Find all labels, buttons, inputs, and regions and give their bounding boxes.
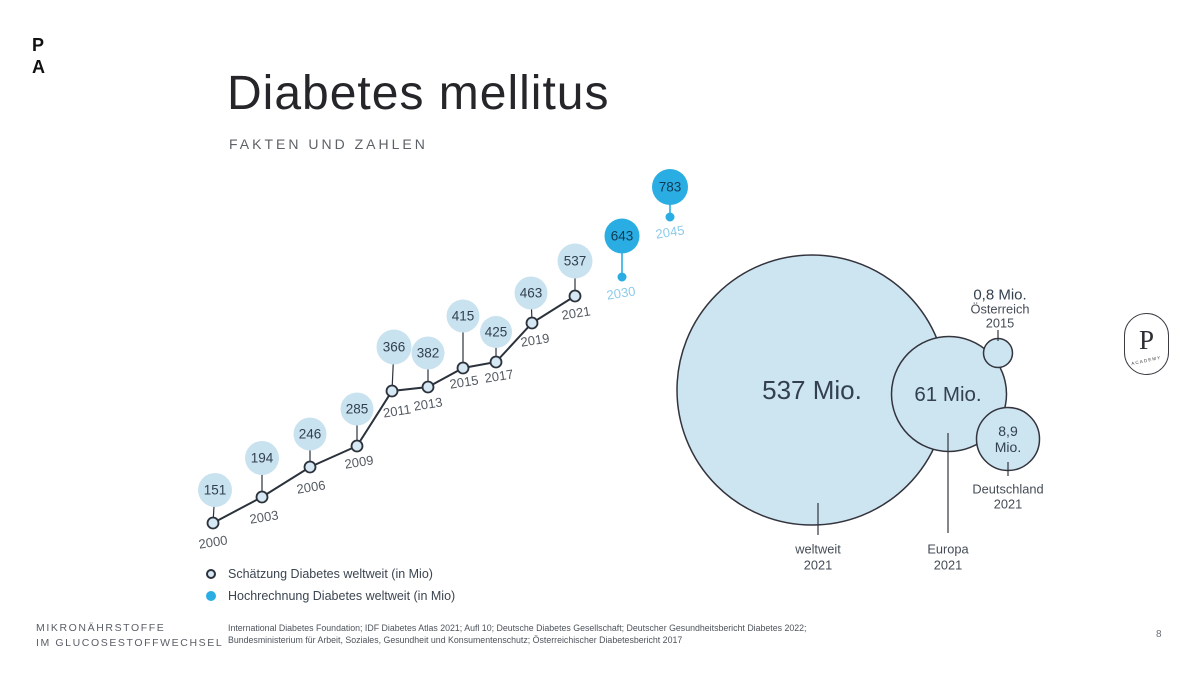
legend-row-projection: Hochrechnung Diabetes weltweit (in Mio) <box>206 589 455 603</box>
source-line2: Bundesministerium für Arbeit, Soziales, … <box>228 634 683 645</box>
pa-monogram-logo: P A <box>32 36 45 76</box>
footer-topic-line1: MIKRONÄHRSTOFFE <box>36 622 166 634</box>
timeline-proj-year-label-2045: 2045 <box>655 222 686 241</box>
timeline-year-label-2009: 2009 <box>344 452 375 471</box>
timeline-bubble-value-2009: 285 <box>346 402 369 417</box>
open-circle-marker-icon <box>206 569 216 579</box>
timeline-bubble-2003 <box>245 441 279 475</box>
timeline-bubble-2017 <box>480 316 512 348</box>
timeline-year-label-2017: 2017 <box>484 366 515 385</box>
timeline-proj-bubble-value-2045: 783 <box>659 180 682 195</box>
timeline-proj-year-label-2030: 2030 <box>606 283 637 302</box>
footer-topic: MIKRONÄHRSTOFFE IM GLUCOSESTOFFWECHSEL <box>36 621 223 651</box>
bubble-region-label-Deutschland: Deutschland <box>972 481 1043 496</box>
timeline-point-2009 <box>350 439 364 453</box>
timeline-bubble-value-2021: 537 <box>564 254 587 269</box>
timeline-bubble-2021 <box>557 243 593 279</box>
bubble-value-Österreich: 0,8 Mio. <box>973 286 1026 303</box>
timeline-bubble-value-2013: 382 <box>417 346 440 361</box>
timeline-bubble-value-2015: 415 <box>452 309 475 324</box>
timeline-year-label-2011: 2011 <box>382 401 412 420</box>
page-subtitle: FAKTEN UND ZAHLEN <box>229 136 428 152</box>
timeline-bubble-2015 <box>446 299 480 333</box>
page-number: 8 <box>1156 629 1162 640</box>
timeline-bubble-value-2019: 463 <box>520 286 543 301</box>
bubble-year-label-Europa: 2021 <box>934 557 962 572</box>
timeline-proj-bubble-value-2030: 643 <box>611 229 634 244</box>
timeline-point-2003 <box>255 490 269 504</box>
pa-monogram-line2: A <box>32 57 45 77</box>
timeline-bubble-2013 <box>411 336 445 370</box>
bubble-value-weltweit: 537 Mio. <box>762 375 862 405</box>
timeline-bubble-value-2000: 151 <box>204 483 227 498</box>
timeline-bubble-value-2011: 366 <box>383 340 406 355</box>
bubble-region-label-Österreich: Österreich <box>970 301 1029 316</box>
bubble-value-Deutschland-l1: 8,9 <box>998 423 1018 439</box>
bubble-value-Deutschland-l2: Mio. <box>995 439 1021 455</box>
timeline-legend: Schätzung Diabetes weltweit (in Mio) Hoc… <box>206 567 455 611</box>
timeline-point-2000 <box>206 516 220 530</box>
timeline-bubble-2011 <box>376 329 412 365</box>
source-citations: International Diabetes Foundation; IDF D… <box>228 623 807 646</box>
bubble-circle-Europa <box>890 335 1008 453</box>
timeline-connecting-line <box>212 295 576 524</box>
page-title: Diabetes mellitus <box>227 67 610 120</box>
timeline-point-2011 <box>385 384 399 398</box>
bubble-circle-Österreich <box>982 337 1014 369</box>
timeline-point-2015 <box>456 361 470 375</box>
timeline-point-2013 <box>421 380 435 394</box>
bubble-region-label-weltweit: weltweit <box>794 541 841 556</box>
timeline-year-label-2000: 2000 <box>198 532 229 551</box>
timeline-bubble-value-2017: 425 <box>485 325 508 340</box>
timeline-point-2021 <box>568 289 582 303</box>
bubble-region-label-Europa: Europa <box>927 541 969 556</box>
badge-academy-text: ACADEMY <box>1130 354 1163 367</box>
timeline-bubble-2019 <box>514 276 548 310</box>
timeline-proj-bubble-2030 <box>604 218 640 254</box>
legend-label-estimate: Schätzung Diabetes weltweit (in Mio) <box>228 567 433 581</box>
timeline-point-2019 <box>525 316 539 330</box>
timeline-proj-dot-2045 <box>665 212 675 222</box>
timeline-year-label-2021: 2021 <box>561 303 592 322</box>
filled-dot-marker-icon <box>206 591 216 601</box>
legend-row-estimate: Schätzung Diabetes weltweit (in Mio) <box>206 567 455 581</box>
p-academy-badge: P ACADEMY <box>1124 313 1169 375</box>
timeline-point-2006 <box>303 460 317 474</box>
bubble-year-label-Deutschland: 2021 <box>994 496 1022 511</box>
timeline-year-label-2003: 2003 <box>249 507 280 526</box>
timeline-year-label-2006: 2006 <box>296 477 327 496</box>
bubble-year-label-Österreich: 2015 <box>986 315 1014 330</box>
badge-p-letter: P <box>1138 325 1155 355</box>
footer-topic-line2: IM GLUCOSESTOFFWECHSEL <box>36 637 224 649</box>
timeline-bubble-value-2006: 246 <box>299 427 322 442</box>
timeline-proj-bubble-2045 <box>652 169 688 205</box>
timeline-year-label-2019: 2019 <box>520 330 551 349</box>
timeline-bubble-2009 <box>340 392 374 426</box>
timeline-bubble-2006 <box>293 417 327 451</box>
timeline-year-label-2013: 2013 <box>413 394 444 413</box>
timeline-year-label-2015: 2015 <box>449 372 480 391</box>
bubble-year-label-weltweit: 2021 <box>804 557 832 572</box>
timeline-point-2017 <box>489 355 503 369</box>
legend-label-projection: Hochrechnung Diabetes weltweit (in Mio) <box>228 589 456 603</box>
timeline-bubble-2000 <box>198 473 232 507</box>
bubble-value-Europa: 61 Mio. <box>914 383 981 406</box>
timeline-bubble-value-2003: 194 <box>251 451 274 466</box>
timeline-proj-dot-2030 <box>617 272 627 282</box>
pa-monogram-line1: P <box>32 35 45 55</box>
source-line1: International Diabetes Foundation; IDF D… <box>228 623 807 633</box>
